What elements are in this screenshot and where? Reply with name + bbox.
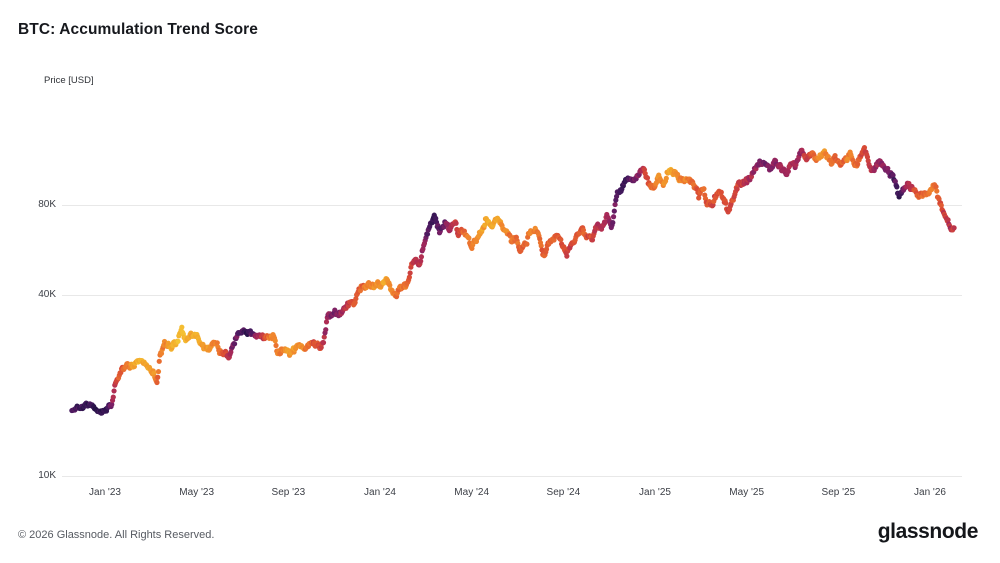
x-tick-label: Jan '24 — [364, 487, 396, 498]
x-tick-label: Sep '23 — [271, 487, 306, 498]
copyright-text: © 2026 Glassnode. All Rights Reserved. — [18, 529, 215, 541]
x-tick-label: May '25 — [729, 487, 765, 498]
chart-title: BTC: Accumulation Trend Score — [18, 21, 259, 38]
y-tick-label: 80K — [38, 199, 56, 210]
x-tick-label: May '24 — [454, 487, 490, 498]
x-tick-label: Jan '26 — [914, 487, 946, 498]
x-tick-label: Jan '25 — [639, 487, 671, 498]
x-tick-label: Sep '25 — [821, 487, 856, 498]
x-tick-label: May '23 — [179, 487, 215, 498]
y-tick-label: 40K — [38, 289, 56, 301]
glassnode-logo: glassnode — [877, 520, 979, 543]
x-tick-label: Sep '24 — [546, 487, 581, 498]
y-tick-label: 10K — [38, 469, 56, 481]
x-tick-label: Jan '23 — [89, 487, 121, 498]
y-axis-title: Price [USD] — [44, 75, 94, 86]
